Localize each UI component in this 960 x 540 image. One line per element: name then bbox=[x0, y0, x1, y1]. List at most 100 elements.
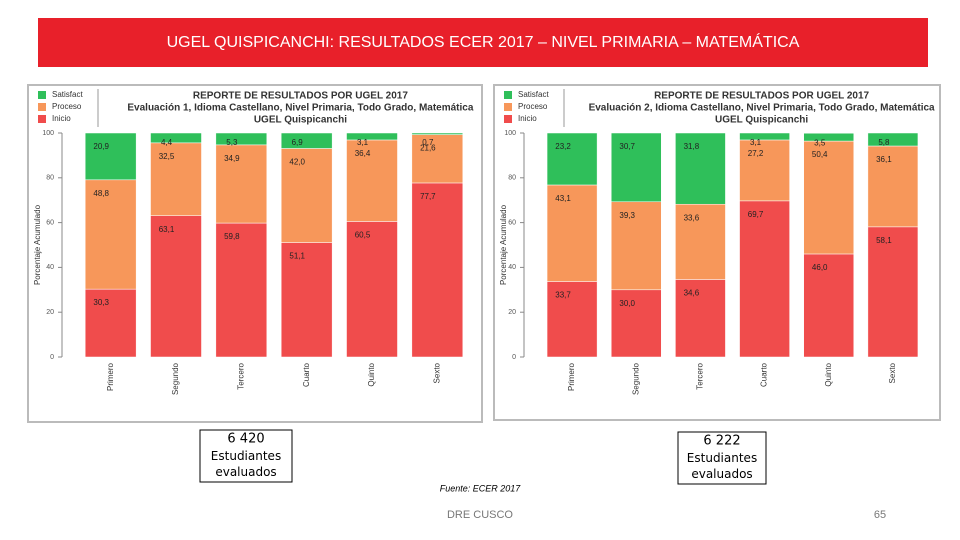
note-text-box: Estudiantes evaluados bbox=[686, 451, 758, 481]
value-label: 33,6 bbox=[684, 213, 700, 222]
note-box bbox=[199, 429, 293, 483]
bar-segment bbox=[739, 139, 790, 202]
x-tick-label: Sexto bbox=[432, 362, 441, 383]
y-tick-label: 60 bbox=[508, 219, 516, 226]
bar-segment bbox=[150, 132, 202, 144]
legend-swatch bbox=[38, 115, 46, 123]
value-label: 3,1 bbox=[750, 138, 762, 147]
legend-swatch bbox=[504, 103, 512, 111]
bar-segment bbox=[675, 132, 726, 205]
value-label: 36,4 bbox=[355, 149, 371, 158]
value-label: 4,4 bbox=[161, 138, 173, 147]
bar-segment bbox=[610, 132, 662, 203]
bar-segment bbox=[803, 253, 855, 358]
bar-segment bbox=[150, 142, 202, 216]
value-label: 34,6 bbox=[684, 289, 700, 298]
y-tick-label: 60 bbox=[46, 219, 54, 226]
value-label: 6,9 bbox=[292, 138, 304, 147]
note-count: 6 420 bbox=[227, 432, 264, 447]
legend-label: Satisfact bbox=[52, 90, 83, 99]
bar-segment bbox=[84, 288, 137, 358]
bar-segment bbox=[280, 132, 333, 149]
bar-segment bbox=[215, 144, 268, 224]
x-tick-label: Primero bbox=[567, 362, 576, 391]
note-text: Estudiantes evaluados bbox=[210, 449, 282, 479]
value-label: 51,1 bbox=[289, 252, 305, 261]
value-label: 31,8 bbox=[684, 142, 700, 151]
value-label: 36,1 bbox=[876, 155, 892, 164]
value-label: 33,7 bbox=[555, 291, 571, 300]
value-label: 60,5 bbox=[355, 231, 371, 240]
bar-segment bbox=[346, 139, 398, 222]
value-label: 34,9 bbox=[224, 154, 240, 163]
x-tick-label: Segundo bbox=[171, 362, 180, 395]
value-label: 5,8 bbox=[878, 138, 890, 147]
chart-title: REPORTE DE RESULTADOS POR UGEL 2017 bbox=[654, 91, 869, 102]
y-tick-label: 20 bbox=[46, 309, 54, 316]
value-label: 3,5 bbox=[814, 138, 826, 147]
legend-label: Inicio bbox=[518, 114, 537, 123]
y-axis-label: Porcentaje Acumulado bbox=[499, 204, 508, 285]
legend-swatch bbox=[504, 91, 512, 99]
bar-segment bbox=[546, 281, 598, 358]
bar-segment bbox=[803, 140, 855, 255]
value-label: 0,7 bbox=[422, 138, 434, 147]
chart-subtitle: Evaluación 1, Idioma Castellano, Nivel P… bbox=[127, 103, 473, 114]
note-text: Estudiantes evaluados bbox=[686, 451, 758, 481]
y-tick-label: 0 bbox=[512, 354, 516, 361]
value-label: 30,7 bbox=[619, 142, 635, 151]
note-box bbox=[677, 431, 767, 485]
chart-subtitle: UGEL Quispicanchi bbox=[715, 115, 808, 126]
legend-swatch bbox=[38, 91, 46, 99]
x-tick-label: Cuarto bbox=[302, 362, 311, 387]
x-tick-label: Tercero bbox=[696, 362, 705, 389]
legend-swatch bbox=[504, 115, 512, 123]
y-tick-label: 20 bbox=[508, 309, 516, 316]
bar-segment bbox=[739, 132, 790, 141]
value-label: 20,9 bbox=[93, 142, 109, 151]
note-count: 6 222 bbox=[703, 434, 740, 449]
bar-segment bbox=[346, 132, 398, 141]
bar-segment bbox=[675, 203, 726, 280]
value-label: 32,5 bbox=[159, 152, 175, 161]
bar-segment bbox=[867, 145, 919, 228]
bar-segment bbox=[84, 132, 137, 181]
bar-segment bbox=[150, 215, 202, 358]
title-banner bbox=[38, 18, 928, 67]
value-label: 21,6 bbox=[420, 144, 436, 153]
bar-segment bbox=[546, 132, 598, 186]
value-label: 30,3 bbox=[93, 298, 109, 307]
bar-segment bbox=[610, 201, 662, 291]
value-label: 30,0 bbox=[619, 299, 635, 308]
bar-segment bbox=[215, 222, 268, 358]
x-tick-label: Tercero bbox=[236, 362, 245, 389]
legend-label: Satisfact bbox=[518, 90, 549, 99]
value-label: 58,1 bbox=[876, 236, 892, 245]
bar-segment bbox=[84, 179, 137, 290]
y-axis-label: Porcentaje Acumulado bbox=[33, 204, 42, 285]
value-label: 3,1 bbox=[357, 138, 369, 147]
slide-title: UGEL QUISPICANCHI: RESULTADOS ECER 2017 … bbox=[167, 32, 800, 51]
legend-swatch bbox=[38, 103, 46, 111]
bar-segment bbox=[411, 134, 464, 184]
value-label: 5,3 bbox=[226, 138, 238, 147]
bar-segment bbox=[675, 279, 726, 358]
y-tick-label: 40 bbox=[508, 264, 516, 271]
bar-segment bbox=[739, 200, 790, 358]
chart-subtitle: UGEL Quispicanchi bbox=[254, 115, 347, 126]
y-tick-label: 80 bbox=[46, 175, 54, 182]
source: Fuente: ECER 2017 bbox=[440, 483, 522, 493]
y-tick-label: 100 bbox=[504, 130, 516, 137]
chart-subtitle: Evaluación 2, Idioma Castellano, Nivel P… bbox=[589, 103, 935, 114]
value-label: 43,1 bbox=[555, 194, 571, 203]
x-tick-label: Quinto bbox=[824, 362, 833, 386]
value-label: 46,0 bbox=[812, 263, 828, 272]
bar-segment bbox=[610, 289, 662, 358]
y-tick-label: 80 bbox=[508, 175, 516, 182]
value-label: 42,0 bbox=[289, 158, 305, 167]
page-number: 65 bbox=[874, 509, 886, 521]
value-label: 39,3 bbox=[619, 211, 635, 220]
value-label: 59,8 bbox=[224, 232, 240, 241]
y-tick-label: 40 bbox=[46, 264, 54, 271]
